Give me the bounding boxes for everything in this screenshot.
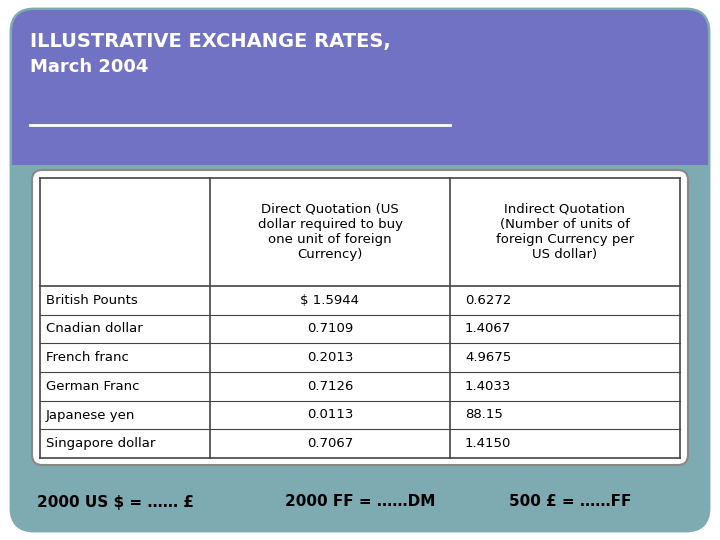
Text: 0.7067: 0.7067	[307, 437, 353, 450]
Text: Direct Quotation (US
dollar required to buy
one unit of foreign
Currency): Direct Quotation (US dollar required to …	[258, 203, 402, 261]
Text: German Franc: German Franc	[46, 380, 140, 393]
Text: 1.4033: 1.4033	[465, 380, 511, 393]
Text: 0.0113: 0.0113	[307, 408, 354, 422]
Text: Cnadian dollar: Cnadian dollar	[46, 322, 143, 335]
FancyBboxPatch shape	[32, 170, 688, 465]
Text: Singapore dollar: Singapore dollar	[46, 437, 156, 450]
Text: French franc: French franc	[46, 351, 129, 364]
Text: $ 1.5944: $ 1.5944	[300, 294, 359, 307]
Text: Japanese yen: Japanese yen	[46, 408, 135, 422]
FancyBboxPatch shape	[12, 10, 708, 530]
FancyBboxPatch shape	[12, 10, 708, 165]
Text: 1.4150: 1.4150	[465, 437, 511, 450]
Text: 0.7126: 0.7126	[307, 380, 354, 393]
Text: 2000 US $ = …… £: 2000 US $ = …… £	[37, 495, 194, 510]
Text: 500 £ = ……FF: 500 £ = ……FF	[509, 495, 631, 510]
Text: 0.7109: 0.7109	[307, 322, 353, 335]
Text: 1.4067: 1.4067	[465, 322, 511, 335]
Text: 0.2013: 0.2013	[307, 351, 354, 364]
Text: British Pounts: British Pounts	[46, 294, 138, 307]
Text: March 2004: March 2004	[30, 58, 148, 76]
Text: 0.6272: 0.6272	[465, 294, 511, 307]
Text: 2000 FF = ……DM: 2000 FF = ……DM	[285, 495, 435, 510]
Text: 4.9675: 4.9675	[465, 351, 511, 364]
Text: 88.15: 88.15	[465, 408, 503, 422]
Bar	[12, 140, 708, 165]
Text: Indirect Quotation
(Number of units of
foreign Currency per
US dollar): Indirect Quotation (Number of units of f…	[496, 203, 634, 261]
Text: ILLUSTRATIVE EXCHANGE RATES,: ILLUSTRATIVE EXCHANGE RATES,	[30, 32, 391, 51]
